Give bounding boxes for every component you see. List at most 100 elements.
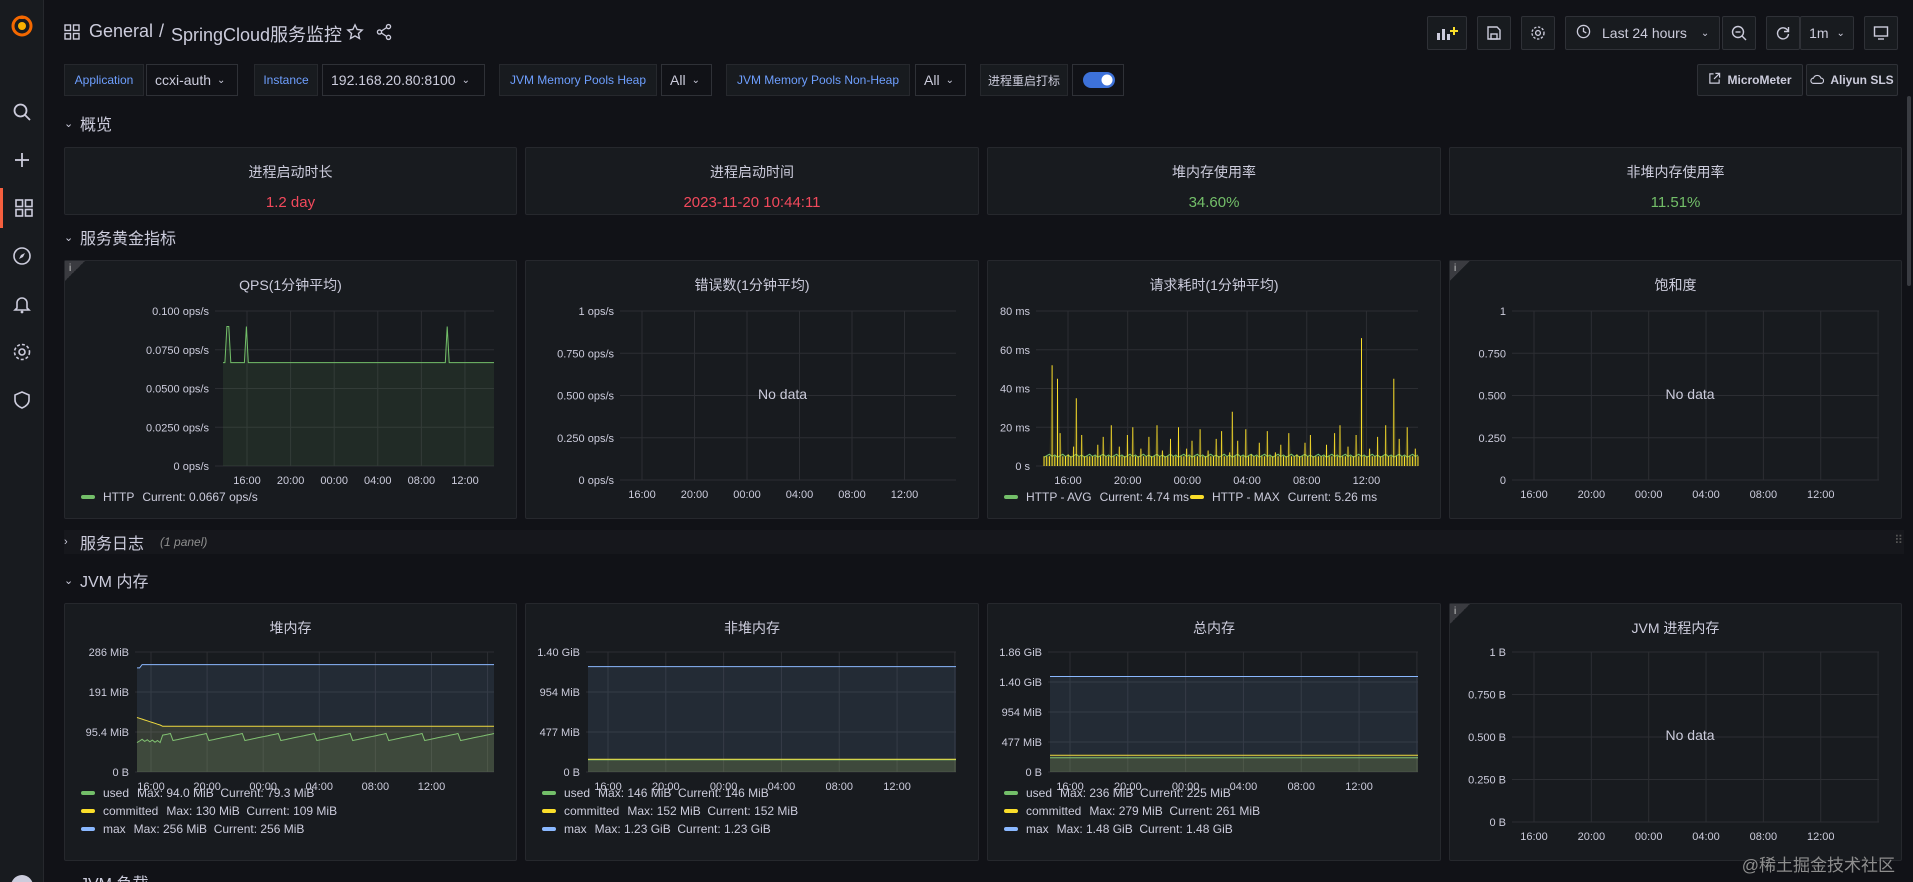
refresh-button[interactable] (1766, 16, 1800, 50)
legend-values: Current: 0.0667 ops/s (142, 490, 258, 504)
info-corner-icon[interactable]: i (65, 261, 85, 281)
stat-panel-heap-usage[interactable]: 堆内存使用率 34.60% (987, 147, 1441, 215)
chevron-down-icon: ⌄ (64, 231, 74, 244)
micrometer-link[interactable]: MicroMeter (1697, 64, 1803, 96)
explore-compass-icon[interactable] (0, 236, 44, 276)
graph-panel-err[interactable]: 错误数(1分钟平均) 1 ops/s 0.750 ops/s 0.500 ops/s 0… (525, 260, 979, 519)
row-golden-signals[interactable]: ⌄ 服务黄金指标 (64, 225, 176, 249)
stat-panel-start-time[interactable]: 进程启动时间 2023-11-20 10:44:11 (525, 147, 979, 215)
tv-mode-button[interactable] (1864, 16, 1898, 50)
legend-item-used[interactable]: used Max: 146 MiB Current: 146 MiB (542, 786, 769, 800)
no-data-label: No data (1665, 385, 1715, 402)
graph-panel-lat[interactable]: 请求耗时(1分钟平均) 80 ms 60 ms 40 ms 20 ms 0 s 16:00 2… (987, 260, 1441, 519)
no-data-label: No data (758, 385, 808, 402)
legend-item-max[interactable]: max Max: 1.48 GiB Current: 1.48 GiB (1004, 822, 1233, 836)
y-tick-label: 0.500 ops/s (557, 391, 614, 403)
legend-values: Current: 5.26 ms (1287, 490, 1378, 504)
legend-swatch (81, 809, 95, 813)
x-tick-label: 08:00 (1750, 831, 1778, 843)
legend-item-committed[interactable]: committed Max: 130 MiB Current: 109 MiB (81, 804, 337, 818)
plus-icon[interactable] (0, 140, 44, 180)
graph-panel-nonheap[interactable]: 非堆内存 1.40 GiB 954 MiB 477 MiB 0 B 16:00 20:00 0… (525, 603, 979, 861)
x-tick-label: 00:00 (320, 475, 348, 487)
micrometer-link-label: MicroMeter (1727, 73, 1792, 87)
x-tick-label: 12:00 (891, 489, 919, 501)
row-overview[interactable]: ⌄ 概览 (64, 111, 112, 135)
legend-item-http---avg[interactable]: HTTP - AVG Current: 4.74 ms (1004, 490, 1189, 504)
page-title[interactable]: SpringCloud服务监控 (171, 25, 343, 45)
chevron-down-icon: ⌄ (945, 74, 954, 86)
graph-panel-sat[interactable]: i 饱和度 1 0.750 0.500 0.250 0 16:00 20:00 00:00 04:0… (1449, 260, 1902, 519)
var-select-heap-pools[interactable]: All ⌄ (661, 64, 712, 96)
share-icon[interactable] (375, 23, 393, 44)
stat-title: 堆内存使用率 (1172, 164, 1256, 180)
refresh-interval-picker[interactable]: 1m ⌄ (1800, 16, 1854, 50)
legend-name: max (564, 822, 587, 836)
aliyun-sls-link-label: Aliyun SLS (1830, 73, 1894, 87)
row-jvm-load[interactable]: ⌄ JVM 负载 (64, 870, 148, 882)
stat-value: 34.60% (1188, 194, 1240, 211)
var-label-heap-pools: JVM Memory Pools Heap (499, 64, 657, 96)
legend-item-max[interactable]: max Max: 1.23 GiB Current: 1.23 GiB (542, 822, 771, 836)
series-area-committed (588, 759, 956, 772)
series-line-http (223, 326, 494, 364)
grafana-logo-icon[interactable] (0, 6, 44, 46)
x-tick-label: 00:00 (1172, 781, 1200, 793)
legend-swatch (1004, 809, 1018, 813)
star-icon[interactable] (346, 23, 364, 44)
legend-item-http---max[interactable]: HTTP - MAX Current: 5.26 ms (1190, 490, 1377, 504)
shield-icon[interactable] (0, 380, 44, 420)
x-tick-label: 16:00 (233, 475, 261, 487)
dashboard-settings-button[interactable] (1521, 16, 1555, 50)
var-select-instance[interactable]: 192.168.20.80:8100 ⌄ (322, 64, 485, 96)
x-tick-label: 08:00 (1287, 781, 1315, 793)
var-select-nonheap-pools[interactable]: All ⌄ (915, 64, 966, 96)
graph-panel-qps[interactable]: i QPS(1分钟平均) 0.100 ops/s 0.0750 ops/s 0.0500… (64, 260, 517, 519)
restart-mark-toggle[interactable] (1072, 64, 1124, 96)
row-service-logs[interactable]: › 服务日志 (1 panel) ⠿ (64, 530, 1904, 554)
info-corner-icon[interactable]: i (1450, 604, 1470, 624)
user-avatar[interactable] (0, 866, 44, 882)
row-jvm-memory[interactable]: ⌄ JVM 内存 (64, 568, 148, 592)
stat-panel-uptime[interactable]: 进程启动时长 1.2 day (64, 147, 517, 215)
graph-panel-heap[interactable]: 堆内存 286 MiB 191 MiB 95.4 MiB 0 B 16:00 20:00 00… (64, 603, 517, 861)
y-tick-label: 954 MiB (540, 687, 580, 699)
legend-item-committed[interactable]: committed Max: 152 MiB Current: 152 MiB (542, 804, 798, 818)
y-tick-label: 0.750 ops/s (557, 348, 614, 360)
time-range-picker[interactable]: Last 24 hours ⌄ (1565, 16, 1720, 50)
var-select-application[interactable]: ccxi-auth ⌄ (146, 64, 238, 96)
legend-item-max[interactable]: max Max: 256 MiB Current: 256 MiB (81, 822, 304, 836)
settings-gear-icon[interactable] (0, 332, 44, 372)
chart-lat: 80 ms 60 ms 40 ms 20 ms 0 s 16:00 20:00 00:00 04… (1000, 306, 1419, 487)
legend-item-used[interactable]: used Max: 236 MiB Current: 225 MiB (1004, 786, 1231, 800)
zoom-out-button[interactable] (1722, 16, 1756, 50)
x-tick-label: 20:00 (652, 781, 680, 793)
page-scrollbar[interactable] (1907, 96, 1911, 286)
y-tick-label: 286 MiB (89, 647, 129, 659)
graph-panel-total[interactable]: 总内存 1.86 GiB 1.40 GiB 954 MiB 477 MiB 0 B 16:0… (987, 603, 1441, 861)
alerting-bell-icon[interactable] (0, 284, 44, 324)
refresh-interval-label: 1m (1809, 25, 1829, 41)
stat-panel-nonheap-usage[interactable]: 非堆内存使用率 11.51% (1449, 147, 1902, 215)
legend-item-committed[interactable]: committed Max: 279 MiB Current: 261 MiB (1004, 804, 1260, 818)
y-tick-label: 1.40 GiB (999, 677, 1042, 689)
add-panel-button[interactable] (1427, 16, 1467, 50)
legend-name: committed (1026, 804, 1082, 818)
chart-err: 1 ops/s 0.750 ops/s 0.500 ops/s 0.250 ops/s… (557, 306, 956, 501)
y-tick-label: 20 ms (1000, 422, 1030, 434)
legend-values: Max: 1.23 GiB Current: 1.23 GiB (594, 822, 771, 836)
series-area-committed (1050, 755, 1418, 772)
info-corner-icon[interactable]: i (1450, 261, 1470, 281)
y-tick-label: 1 B (1489, 647, 1506, 659)
breadcrumb-folder[interactable]: General (89, 21, 154, 41)
legend-item-http[interactable]: HTTP Current: 0.0667 ops/s (81, 490, 258, 504)
y-tick-label: 954 MiB (1002, 707, 1042, 719)
legend-item-used[interactable]: used Max: 94.0 MiB Current: 79.3 MiB (81, 786, 314, 800)
save-dashboard-button[interactable] (1477, 16, 1511, 50)
aliyun-sls-link[interactable]: Aliyun SLS (1806, 64, 1898, 96)
drag-handle-icon[interactable]: ⠿ (1894, 533, 1904, 547)
graph-panel-proc[interactable]: i JVM 进程内存 1 B 0.750 B 0.500 B 0.250 B 0 B 16:0… (1449, 603, 1902, 861)
dashboards-icon[interactable] (0, 188, 44, 228)
search-icon[interactable] (0, 92, 44, 132)
